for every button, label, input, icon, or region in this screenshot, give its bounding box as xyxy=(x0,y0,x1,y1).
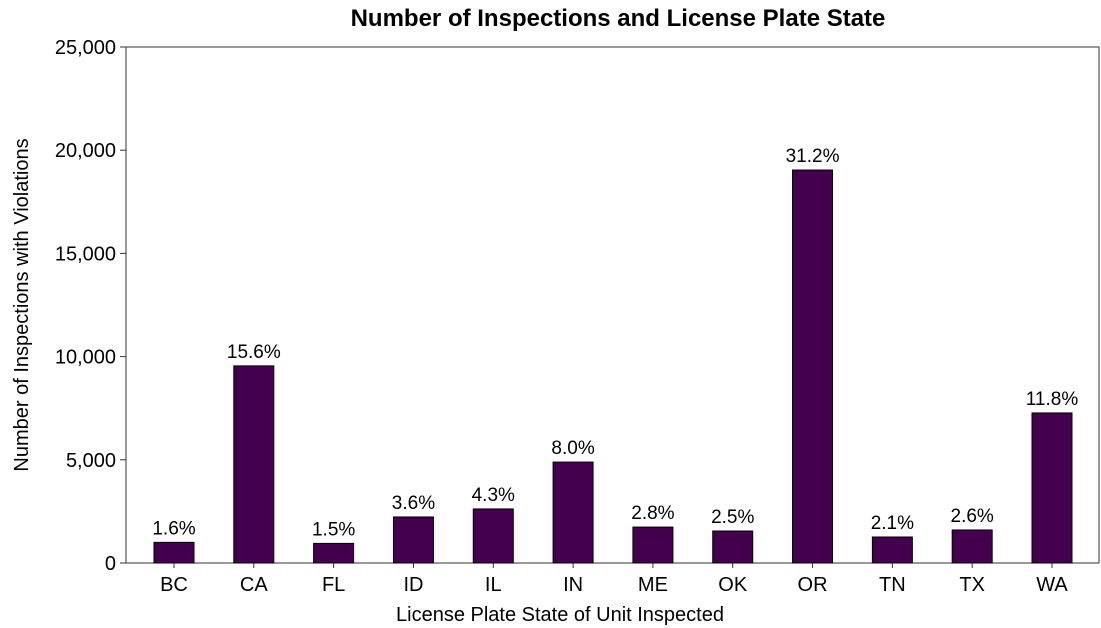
x-tick-label: OK xyxy=(718,574,748,596)
data-label: 15.6% xyxy=(227,342,281,363)
bar xyxy=(871,536,913,564)
data-label: 2.5% xyxy=(711,507,754,528)
bar xyxy=(552,461,594,564)
bar xyxy=(233,365,275,564)
x-tick-label: TX xyxy=(959,574,985,596)
data-label: 1.5% xyxy=(312,519,355,540)
data-label: 2.1% xyxy=(871,513,914,534)
x-tick-label: TN xyxy=(879,574,906,596)
y-tick-label: 20,000 xyxy=(55,140,116,162)
data-label: 31.2% xyxy=(786,146,840,167)
x-tick-label: OR xyxy=(798,574,828,596)
bar xyxy=(153,541,195,564)
data-label: 3.6% xyxy=(392,493,435,514)
y-tick-label: 5,000 xyxy=(66,450,116,472)
x-tick-label: IL xyxy=(485,574,502,596)
plot-frame xyxy=(125,46,1100,564)
y-tick-label: 0 xyxy=(105,553,116,575)
y-tick-label: 25,000 xyxy=(55,37,116,59)
bar xyxy=(313,542,355,564)
x-tick-label: CA xyxy=(240,574,268,596)
y-tick-label: 10,000 xyxy=(55,347,116,369)
bar xyxy=(951,529,993,564)
x-tick-label: WA xyxy=(1036,574,1068,596)
bar xyxy=(392,516,434,564)
bar xyxy=(632,526,674,564)
data-label: 11.8% xyxy=(1026,389,1079,410)
chart-title: Number of Inspections and License Plate … xyxy=(351,5,886,32)
bar xyxy=(792,169,834,564)
data-label: 1.6% xyxy=(152,518,195,539)
data-label: 8.0% xyxy=(551,438,594,459)
x-tick-label: IN xyxy=(563,574,583,596)
data-label: 4.3% xyxy=(472,485,515,506)
x-tick-label: ID xyxy=(403,574,423,596)
y-tick-label: 15,000 xyxy=(55,243,116,265)
x-tick-label: ME xyxy=(638,574,668,596)
data-label: 2.6% xyxy=(951,506,994,527)
y-axis-label: Number of Inspections with Violations xyxy=(11,138,33,471)
bar xyxy=(712,530,754,564)
bar xyxy=(472,508,514,564)
x-axis-label: License Plate State of Unit Inspected xyxy=(396,604,724,626)
x-tick-label: FL xyxy=(322,574,345,596)
bar xyxy=(1031,412,1073,564)
x-tick-label: BC xyxy=(160,574,188,596)
data-label: 2.8% xyxy=(631,503,674,524)
